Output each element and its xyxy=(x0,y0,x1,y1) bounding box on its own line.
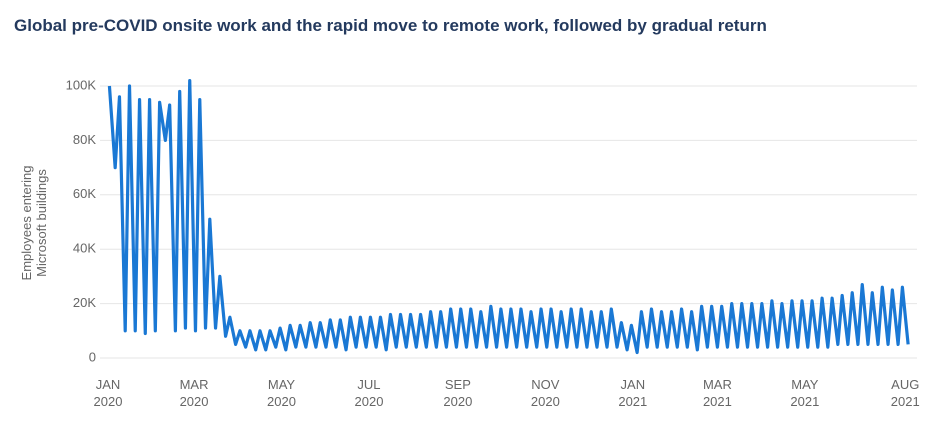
y-tick-label: 80K xyxy=(73,132,96,147)
x-tick-label: NOV 2020 xyxy=(530,377,560,409)
x-tick-label: MAR 2020 xyxy=(179,377,209,409)
x-tick-label: SEP 2020 xyxy=(443,377,473,409)
x-tick-label: AUG 2021 xyxy=(890,377,920,409)
y-tick-label: 0 xyxy=(89,349,96,364)
data-line xyxy=(107,78,910,355)
x-tick-label: MAR 2021 xyxy=(702,377,732,409)
x-tick-label: JAN 2020 xyxy=(93,377,123,409)
x-tick-label: MAY 2021 xyxy=(790,377,820,409)
x-tick-label: MAY 2020 xyxy=(267,377,296,409)
y-tick-label: 20K xyxy=(73,295,96,310)
x-tick-label: JAN 2021 xyxy=(618,377,648,409)
x-tick-label: JUL 2020 xyxy=(354,377,384,409)
y-tick-label: 60K xyxy=(73,186,96,201)
y-tick-label: 40K xyxy=(73,241,96,256)
chart-title: Global pre-COVID onsite work and the rap… xyxy=(14,16,767,35)
y-tick-label: 100K xyxy=(66,77,97,92)
